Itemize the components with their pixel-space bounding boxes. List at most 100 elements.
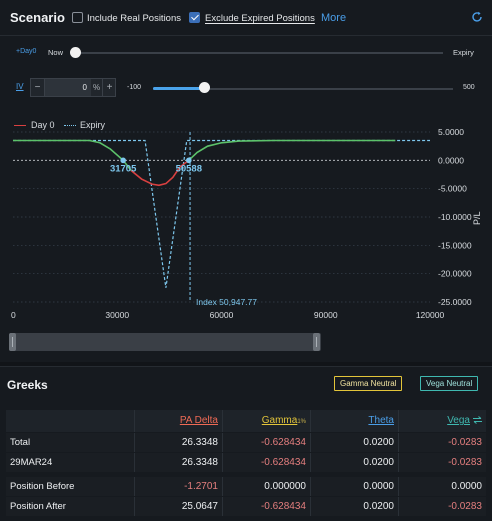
iv-increment-button[interactable]: + [102, 79, 116, 96]
greeks-header-row: PA Delta Gamma1% Theta Vega [6, 410, 486, 432]
column-divider [134, 410, 135, 432]
day-offset-label: +Day0 [16, 48, 37, 55]
vega-cell: 0.0000 [451, 481, 482, 492]
iv-min-label: -100 [127, 84, 142, 91]
range-handle-left[interactable] [9, 333, 16, 351]
column-divider [398, 433, 399, 452]
greeks-panel: Greeks Gamma Neutral Vega Neutral PA Del… [0, 366, 492, 521]
gamma-cell: -0.628434 [260, 457, 306, 468]
x-tick-label: 60000 [210, 310, 234, 320]
y-tick-label: -5.0000 [438, 184, 467, 194]
column-divider [134, 453, 135, 472]
legend-expiry-swatch [64, 125, 76, 126]
row-name-cell: Position Before [10, 481, 75, 492]
gamma-cell: -0.628434 [260, 501, 306, 512]
delta-cell: 25.0647 [181, 501, 218, 512]
column-divider [398, 497, 399, 516]
column-divider [222, 410, 223, 432]
y-tick-label: -15.0000 [438, 240, 472, 250]
column-divider [398, 477, 399, 496]
iv-slider-thumb[interactable] [199, 82, 210, 93]
iv-label[interactable]: IV [16, 82, 24, 91]
y-tick-label: -10.0000 [438, 212, 472, 222]
include-real-positions-label[interactable]: Include Real Positions [87, 13, 181, 24]
legend-day0-swatch [14, 125, 26, 126]
legend-expiry-label[interactable]: Expiry [80, 120, 106, 130]
breakeven-point [185, 157, 192, 164]
vega-cell: -0.0283 [448, 501, 482, 512]
y-tick-label: 0.0000 [438, 155, 464, 165]
greeks-table-row[interactable]: 29MAR24 26.3348 -0.628434 0.0200 -0.0283 [6, 453, 486, 472]
greeks-table-row[interactable]: Total 26.3348 -0.628434 0.0200 -0.0283 [6, 433, 486, 452]
breakeven-point [120, 157, 126, 164]
breakeven-label: 50588 [176, 163, 202, 174]
y-tick-label: -20.0000 [438, 269, 472, 279]
iv-stepper: − 0 % + [30, 78, 116, 97]
chart-range-scrollbar[interactable] [9, 333, 321, 351]
scenario-panel: Scenario Include Real Positions Exclude … [0, 0, 492, 362]
column-divider [310, 477, 311, 496]
greeks-title: Greeks [7, 378, 48, 392]
delta-cell: 26.3348 [181, 457, 218, 468]
day0-series-profit-segment [188, 139, 396, 161]
row-name-cell: 29MAR24 [10, 457, 53, 468]
iv-unit-label: % [93, 83, 101, 92]
gamma-neutral-button[interactable]: Gamma Neutral [334, 376, 403, 391]
iv-value-input[interactable]: 0 [45, 79, 91, 96]
swap-icon[interactable] [473, 416, 482, 425]
vega-neutral-button[interactable]: Vega Neutral [420, 376, 479, 391]
column-header-vega[interactable]: Vega [398, 410, 486, 432]
iv-slider-fill [153, 87, 204, 90]
column-divider [134, 497, 135, 516]
x-tick-label: 30000 [105, 310, 129, 320]
gamma-header-subscript: 1% [297, 419, 306, 425]
greeks-table-row[interactable]: Position After 25.0647 -0.628434 0.0200 -0.0… [6, 497, 486, 516]
more-link[interactable]: More [321, 12, 347, 24]
column-divider [310, 453, 311, 472]
column-divider [222, 497, 223, 516]
now-label: Now [48, 48, 64, 57]
index-label: Index 50,947.77 [196, 297, 257, 307]
x-tick-label: 90000 [314, 310, 338, 320]
column-divider [310, 497, 311, 516]
theta-cell: 0.0200 [363, 457, 394, 468]
refresh-icon[interactable] [471, 11, 483, 23]
row-name-cell: Total [10, 437, 31, 448]
column-divider [398, 453, 399, 472]
theta-cell: 0.0200 [363, 501, 394, 512]
scenario-header: Scenario Include Real Positions Exclude … [0, 0, 492, 36]
time-slider-thumb[interactable] [70, 47, 81, 58]
breakeven-label: 31705 [110, 163, 137, 174]
exclude-expired-positions-checkbox[interactable] [189, 12, 200, 23]
iv-slider-track[interactable] [153, 88, 453, 90]
range-handle-right[interactable] [313, 333, 320, 351]
gamma-cell: 0.000000 [264, 481, 306, 492]
column-divider [310, 433, 311, 452]
vega-header-text: Vega [447, 415, 470, 426]
legend-day0-label[interactable]: Day 0 [31, 120, 55, 130]
delta-cell: -1.2701 [184, 481, 218, 492]
column-divider [134, 477, 135, 496]
x-tick-label: 0 [11, 310, 16, 320]
column-header-pa-delta[interactable]: PA Delta [179, 415, 218, 426]
exclude-expired-positions-label[interactable]: Exclude Expired Positions [205, 13, 315, 24]
iv-decrement-button[interactable]: − [31, 79, 45, 96]
column-divider [134, 433, 135, 452]
gamma-header-text: Gamma [261, 415, 298, 426]
iv-max-label: 500 [463, 84, 475, 91]
column-header-gamma[interactable]: Gamma1% [222, 410, 310, 432]
greeks-table-row[interactable]: Position Before -1.2701 0.000000 0.0000 0.00… [6, 477, 486, 496]
scenario-title: Scenario [10, 10, 65, 25]
column-divider [398, 410, 399, 432]
delta-cell: 26.3348 [181, 437, 218, 448]
pl-chart[interactable]: 5.0000 0.0000 -5.0000 -10.0000 -15.0000 -20.0… [0, 112, 492, 327]
theta-cell: 0.0000 [363, 481, 394, 492]
column-header-theta[interactable]: Theta [368, 415, 394, 426]
expiry-label: Expiry [453, 48, 474, 57]
time-slider-track[interactable] [75, 52, 443, 54]
theta-cell: 0.0200 [363, 437, 394, 448]
include-real-positions-checkbox[interactable] [72, 12, 83, 23]
y-axis-label: P/L [472, 211, 482, 225]
y-tick-label: 5.0000 [438, 127, 464, 137]
column-divider [222, 433, 223, 452]
